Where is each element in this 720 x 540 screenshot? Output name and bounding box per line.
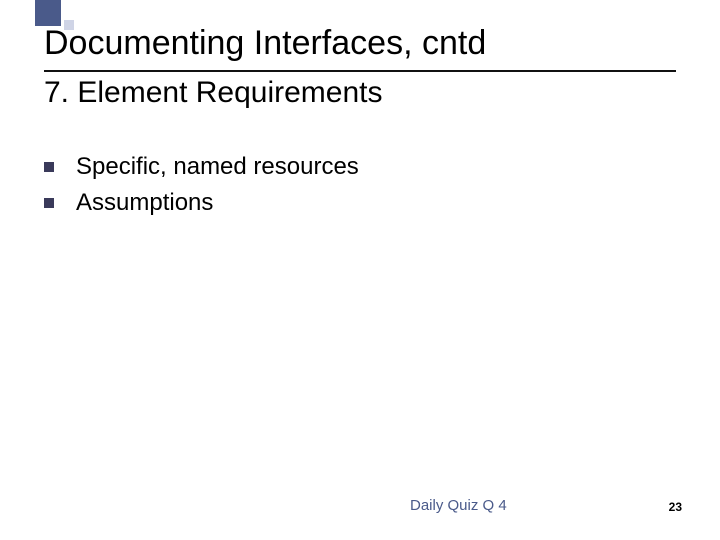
- bullet-icon: [44, 198, 54, 208]
- list-item: Assumptions: [44, 188, 644, 218]
- bullet-icon: [44, 162, 54, 172]
- slide: Documenting Interfaces, cntd 7. Element …: [0, 0, 720, 540]
- page-number: 23: [669, 500, 682, 514]
- slide-subtitle: 7. Element Requirements: [44, 76, 383, 110]
- bullet-text: Assumptions: [76, 188, 213, 218]
- list-item: Specific, named resources: [44, 152, 644, 182]
- bullet-list: Specific, named resources Assumptions: [44, 152, 644, 224]
- footer-note: Daily Quiz Q 4: [410, 497, 507, 514]
- slide-title: Documenting Interfaces, cntd: [44, 24, 486, 63]
- decoration-square-large: [35, 0, 61, 26]
- bullet-text: Specific, named resources: [76, 152, 359, 182]
- title-rule: [44, 70, 676, 72]
